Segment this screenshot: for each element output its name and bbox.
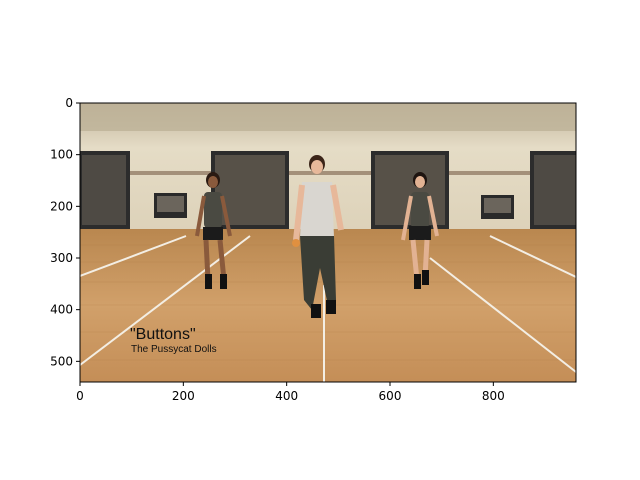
x-tick-label: 200 — [172, 389, 195, 403]
y-tick-label: 200 — [50, 199, 73, 213]
axes-frame — [79, 102, 577, 383]
y-tick-label: 500 — [50, 354, 73, 368]
x-tick-label: 800 — [482, 389, 505, 403]
y-tick-label: 300 — [50, 251, 73, 265]
x-tick-label: 400 — [275, 389, 298, 403]
y-tick-label: 0 — [65, 96, 73, 110]
dancer-center — [292, 155, 344, 318]
x-axis: 0 200 400 600 800 — [76, 382, 505, 403]
x-tick-label: 0 — [76, 389, 84, 403]
dancer-right — [401, 172, 439, 289]
photo-image: "Buttons" The Pussycat Dolls — [80, 103, 576, 382]
benches — [154, 193, 514, 219]
y-tick-label: 100 — [50, 148, 73, 162]
y-axis: 0 100 200 300 400 500 — [50, 96, 80, 368]
wall-stripe — [80, 171, 576, 175]
dancer-left — [195, 172, 232, 289]
caption-subtitle: The Pussycat Dolls — [131, 344, 217, 355]
ceiling-band — [80, 103, 576, 131]
x-tick-label: 600 — [379, 389, 402, 403]
caption-title: "Buttons" — [130, 326, 196, 343]
y-tick-label: 400 — [50, 303, 73, 317]
